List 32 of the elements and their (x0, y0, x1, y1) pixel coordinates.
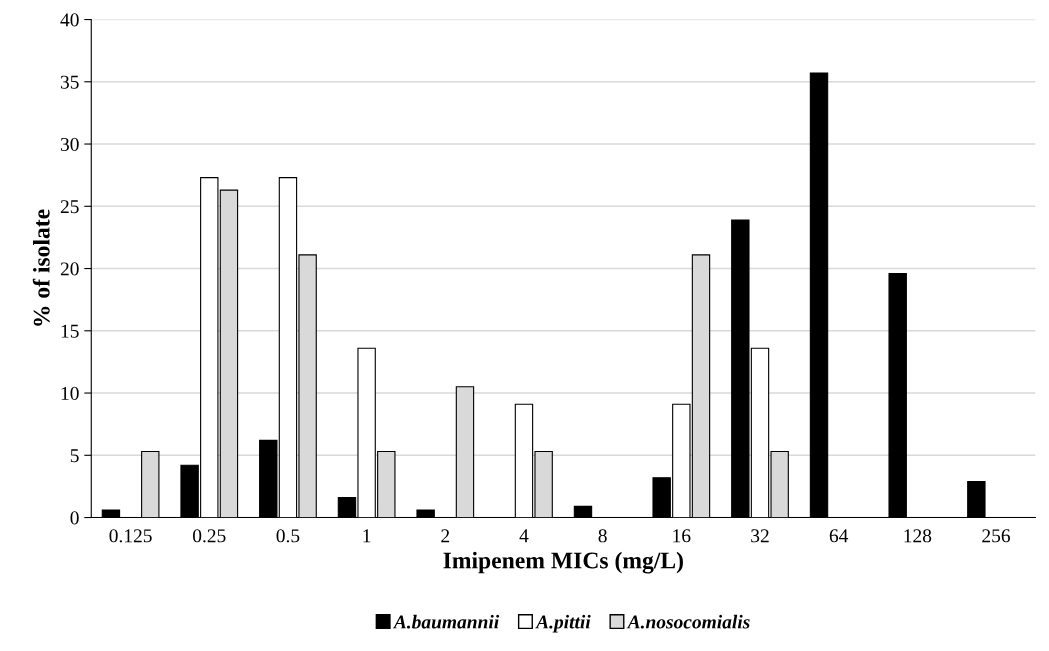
y-tick-label: 15 (61, 324, 79, 338)
bar (888, 272, 907, 518)
y-tick-label: 20 (60, 262, 79, 276)
x-tick-label: 128 (904, 529, 932, 543)
x-tick-label: 256 (982, 529, 1011, 543)
y-tick-label: 10 (61, 386, 79, 400)
y-tick-label: 30 (60, 137, 79, 151)
bar (967, 480, 986, 518)
y-tick-label: 35 (60, 75, 79, 89)
bar (101, 509, 121, 518)
y-tick-label: 5 (70, 449, 79, 463)
y-tick-label: 0 (70, 511, 79, 525)
legend-label: A.baumannii (392, 614, 500, 629)
x-tick-label: 2 (441, 529, 450, 543)
bar (416, 509, 435, 518)
x-tick-label: 1 (363, 529, 371, 543)
x-tick-label: 32 (751, 529, 769, 543)
bar (573, 505, 593, 518)
x-tick-label: 0.25 (193, 529, 226, 543)
y-tick-label: 25 (60, 200, 79, 214)
y-tick-label: 40 (60, 13, 79, 27)
x-axis-title: Imipenem MICs (mg/L) (443, 551, 683, 574)
bar (809, 72, 829, 518)
x-tick-label: 0.5 (276, 529, 300, 543)
x-tick-label: 64 (829, 529, 849, 543)
x-tick-label: 0.125 (109, 529, 152, 543)
legend-label: A.pittii (535, 614, 591, 633)
x-tick-label: 4 (519, 529, 529, 543)
x-tick-label: 8 (598, 529, 607, 543)
x-tick-label: 16 (673, 529, 691, 543)
legend-label: A.nosocomialis (626, 614, 750, 629)
y-axis-title: % of isolate (32, 209, 50, 326)
